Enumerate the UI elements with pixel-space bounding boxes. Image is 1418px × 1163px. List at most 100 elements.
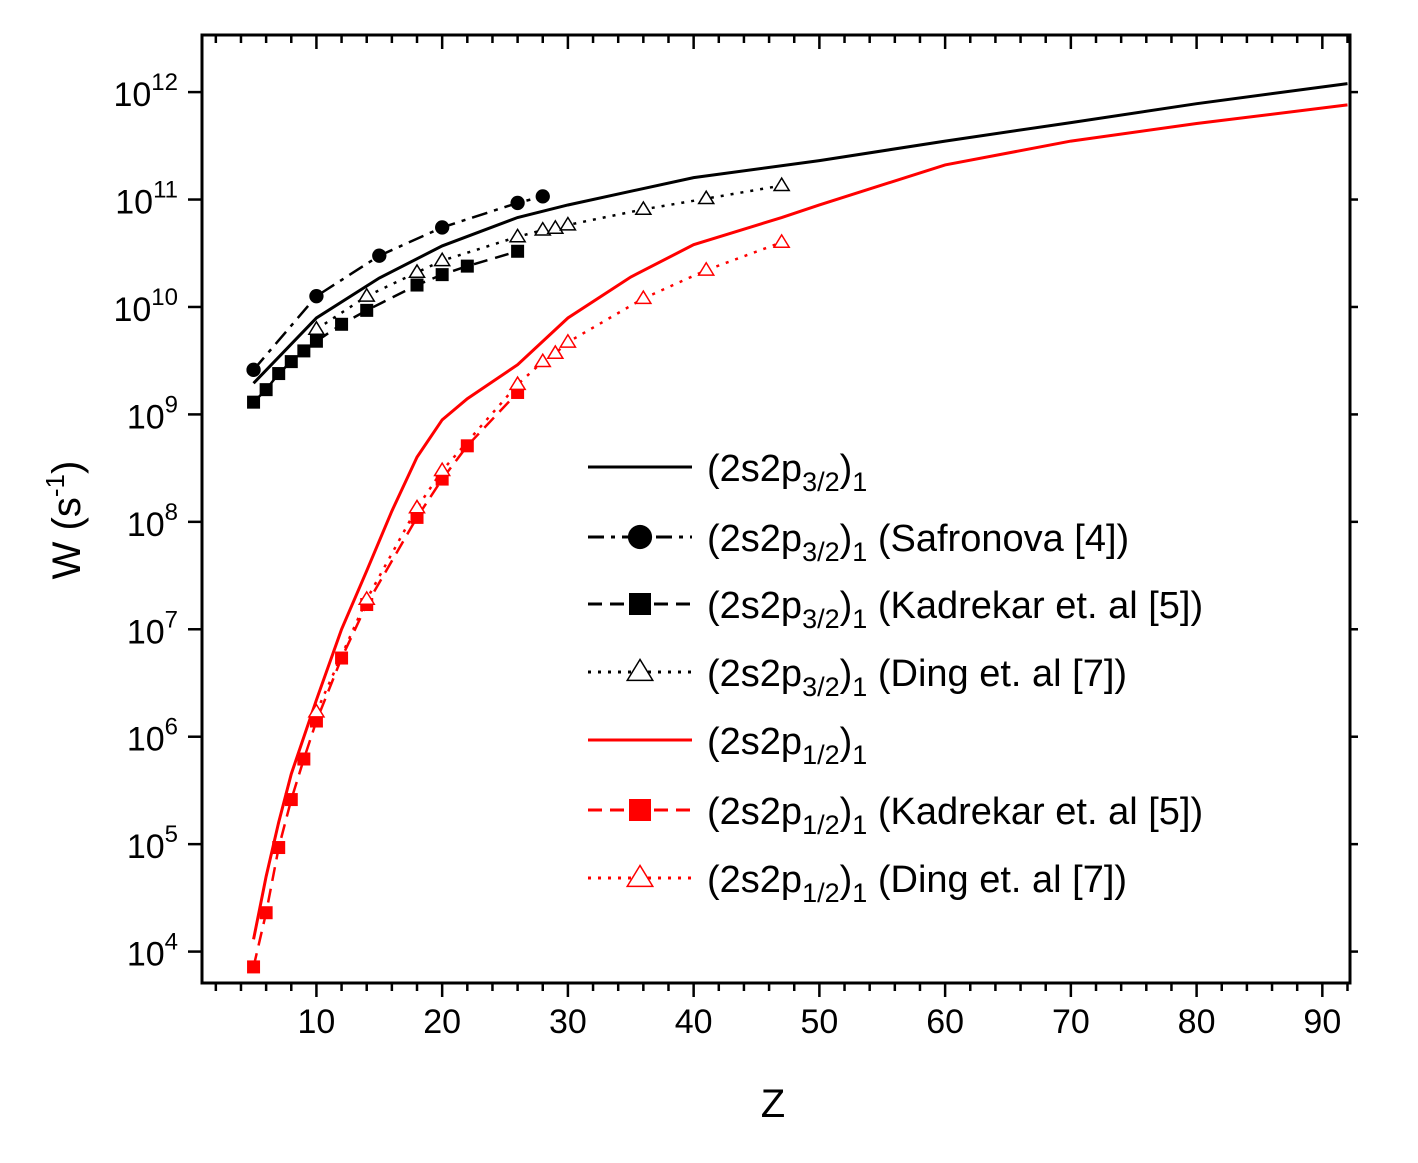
y-tick-label: 105 xyxy=(127,821,178,866)
data-point-triangle xyxy=(508,375,527,391)
data-point-square xyxy=(297,752,311,766)
data-point-triangle xyxy=(408,263,426,279)
data-point-square xyxy=(335,651,349,665)
data-point-triangle xyxy=(357,590,376,606)
data-point-triangle xyxy=(625,658,655,682)
legend-label-post: (Ding et. al [7]) xyxy=(867,653,1127,695)
legend-item: (2s2p3/2)1 (Ding et. al [7]) xyxy=(588,653,1127,702)
legend-label-sub2: 1 xyxy=(852,740,867,770)
data-point-square xyxy=(335,317,349,331)
legend-label-mid: ) xyxy=(840,859,853,901)
legend-label: (2s2p3/2)1 xyxy=(707,448,867,497)
data-point-circle xyxy=(309,289,324,304)
data-point-triangle xyxy=(533,221,552,236)
y-tick-label-exp: 9 xyxy=(165,391,178,418)
legend-item: (2s2p1/2)1 (Ding et. al [7]) xyxy=(588,859,1127,908)
legend-label: (2s2p1/2)1 xyxy=(707,721,867,770)
legend-label-pre: (2s2p xyxy=(707,653,802,695)
legend-label-post: (Kadrekar et. al [5]) xyxy=(867,791,1203,833)
axes: 10 20 30 40 50 60 70 80 901041051061071081091010… xyxy=(113,35,1358,1041)
legend-label: (2s2p3/2)1 (Safronova [4]) xyxy=(707,518,1129,567)
legend: (2s2p3/2)1(2s2p3/2)1 (Safronova [4])(2s2… xyxy=(588,448,1203,908)
series-line xyxy=(252,82,1348,385)
data-point-triangle xyxy=(697,189,716,205)
y-tick-label: 104 xyxy=(127,929,178,974)
y-tick-label-base: 10 xyxy=(127,506,165,544)
data-point-circle xyxy=(510,195,525,211)
data-point-square xyxy=(297,344,311,358)
y-tick-label-base: 10 xyxy=(113,76,151,114)
legend-label-pre: (2s2p xyxy=(707,859,802,901)
legend-label: (2s2p3/2)1 (Kadrekar et. al [5]) xyxy=(707,585,1203,634)
y-tick-label: 109 xyxy=(127,391,178,436)
y-tick-label: 1011 xyxy=(115,177,178,222)
legend-label-sub: 1/2 xyxy=(802,810,840,840)
data-point-square xyxy=(247,960,261,974)
x-tick-label: 90 xyxy=(1303,1003,1341,1041)
y-axis-title-sup: -1 xyxy=(40,474,70,497)
legend-label-sub2: 1 xyxy=(852,537,867,567)
data-point-square xyxy=(511,244,525,258)
legend-label-sub2: 1 xyxy=(852,878,867,908)
data-point-triangle xyxy=(546,344,565,360)
legend-label-post: (Ding et. al [7]) xyxy=(867,859,1127,901)
data-point-circle xyxy=(627,524,653,550)
series-6 xyxy=(307,233,791,718)
plot-marks xyxy=(246,82,1348,974)
legend-label-mid: ) xyxy=(840,791,853,833)
data-point-triangle xyxy=(634,200,653,216)
legend-label-sub: 3/2 xyxy=(802,537,840,567)
series-4 xyxy=(252,103,1348,940)
data-point-triangle xyxy=(772,233,791,248)
legend-item: (2s2p3/2)1 xyxy=(588,448,867,497)
y-tick-label-exp: 5 xyxy=(165,821,178,848)
data-point-square xyxy=(259,906,273,920)
legend-label-sub2: 1 xyxy=(852,810,867,840)
data-point-triangle xyxy=(408,498,426,514)
y-tick-label-exp: 8 xyxy=(165,499,178,526)
x-tick-label: 20 xyxy=(423,1003,461,1041)
y-tick-label-exp: 4 xyxy=(165,929,178,956)
data-point-square xyxy=(629,593,651,615)
x-tick-label: 10 xyxy=(298,1003,336,1041)
x-tick-label: 50 xyxy=(800,1003,838,1041)
legend-label-post: (Safronova [4]) xyxy=(867,518,1129,560)
legend-label-pre: (2s2p xyxy=(707,518,802,560)
y-tick-label-base: 10 xyxy=(127,721,165,759)
data-point-triangle xyxy=(533,352,552,368)
legend-item: (2s2p3/2)1 (Safronova [4]) xyxy=(588,518,1129,567)
y-tick-label: 1012 xyxy=(113,69,178,114)
series-2 xyxy=(247,244,525,409)
y-tick-label-base: 10 xyxy=(113,291,151,329)
series-line xyxy=(252,391,519,968)
y-axis-title-base: W (s xyxy=(45,497,89,579)
data-point-square xyxy=(272,367,286,381)
data-point-triangle xyxy=(307,703,326,718)
series-line xyxy=(252,103,1348,940)
series-0 xyxy=(252,82,1348,385)
legend-label-mid: ) xyxy=(840,653,853,695)
y-axis-title-close: ) xyxy=(45,461,89,474)
data-point-circle xyxy=(372,248,387,263)
legend-label-sub2: 1 xyxy=(852,467,867,497)
data-point-circle xyxy=(246,362,261,377)
y-tick-label-exp: 7 xyxy=(165,606,178,633)
data-point-square xyxy=(309,334,323,348)
data-point-square xyxy=(410,278,424,292)
data-point-triangle xyxy=(559,216,577,231)
data-point-square xyxy=(284,355,298,369)
y-tick-label-base: 10 xyxy=(127,398,165,436)
series-1 xyxy=(246,189,550,377)
series-3 xyxy=(307,176,791,335)
data-point-circle xyxy=(535,189,550,204)
legend-label-pre: (2s2p xyxy=(707,721,802,763)
data-point-triangle xyxy=(433,251,452,267)
data-point-square xyxy=(460,439,474,453)
legend-label-mid: ) xyxy=(840,721,853,763)
data-point-circle xyxy=(435,220,450,235)
data-point-triangle xyxy=(634,289,653,305)
legend-label-pre: (2s2p xyxy=(707,791,802,833)
data-point-triangle xyxy=(433,461,452,477)
data-point-square xyxy=(360,303,374,317)
